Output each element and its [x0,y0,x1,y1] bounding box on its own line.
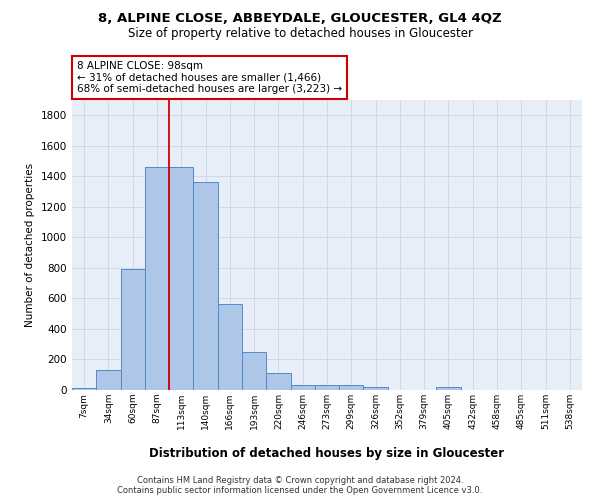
Bar [364,387,388,390]
Bar [436,387,461,390]
Bar [218,304,242,390]
Y-axis label: Number of detached properties: Number of detached properties [25,163,35,327]
Bar [339,386,364,390]
Bar [290,384,315,390]
Bar [315,386,339,390]
Bar [169,167,193,390]
Bar [72,388,96,390]
Bar [145,167,169,390]
Bar [121,270,145,390]
Text: Contains HM Land Registry data © Crown copyright and database right 2024.
Contai: Contains HM Land Registry data © Crown c… [118,476,482,495]
Text: Size of property relative to detached houses in Gloucester: Size of property relative to detached ho… [128,28,473,40]
Text: 8, ALPINE CLOSE, ABBEYDALE, GLOUCESTER, GL4 4QZ: 8, ALPINE CLOSE, ABBEYDALE, GLOUCESTER, … [98,12,502,26]
Bar [266,373,290,390]
Bar [193,182,218,390]
Bar [242,352,266,390]
Bar [96,370,121,390]
Text: Distribution of detached houses by size in Gloucester: Distribution of detached houses by size … [149,448,505,460]
Text: 8 ALPINE CLOSE: 98sqm
← 31% of detached houses are smaller (1,466)
68% of semi-d: 8 ALPINE CLOSE: 98sqm ← 31% of detached … [77,61,342,94]
